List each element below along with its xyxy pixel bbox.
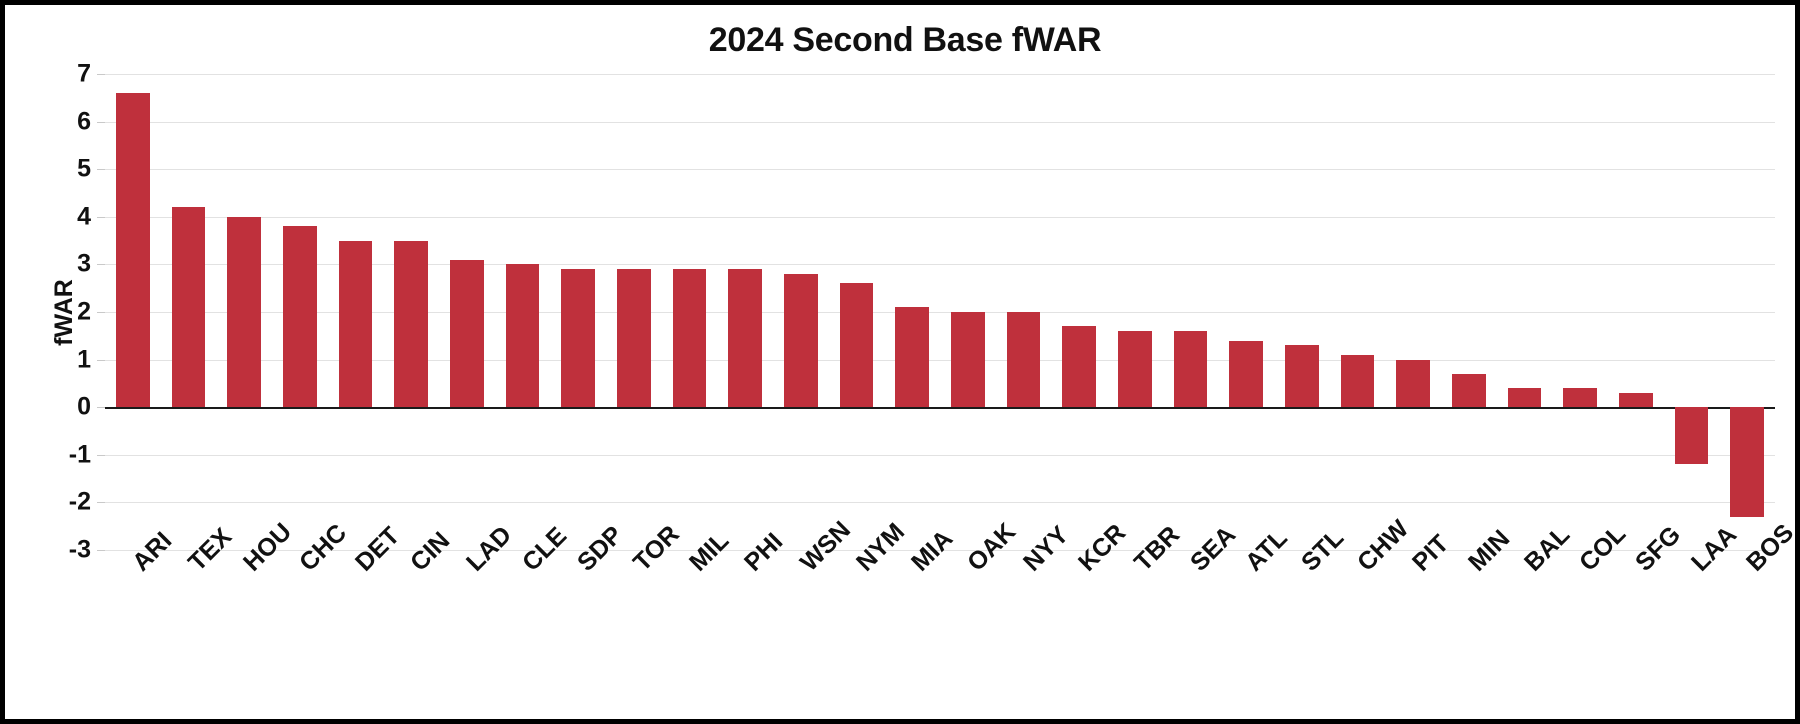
gridline xyxy=(105,359,1775,361)
y-tick-label: 1 xyxy=(77,345,91,374)
gridline xyxy=(105,502,1775,504)
zero-axis-line xyxy=(105,407,1775,410)
y-tick-label: 2 xyxy=(77,297,91,326)
bar[interactable] xyxy=(1006,312,1041,408)
y-tick-label: 4 xyxy=(77,202,91,231)
bar[interactable] xyxy=(1452,373,1486,408)
gridline xyxy=(105,312,1775,313)
y-tick-mark xyxy=(97,74,105,75)
bar[interactable] xyxy=(839,283,874,408)
y-tick-mark xyxy=(97,264,105,266)
y-tick-mark xyxy=(97,502,105,504)
bar[interactable] xyxy=(895,307,929,408)
y-tick-label: -3 xyxy=(68,535,91,564)
y-tick-label: 3 xyxy=(77,249,91,278)
y-tick-mark xyxy=(97,312,105,313)
gridline xyxy=(105,216,1775,218)
bar[interactable] xyxy=(1730,407,1764,517)
bar[interactable] xyxy=(1563,388,1597,408)
bar[interactable] xyxy=(1619,392,1653,408)
y-tick-label: 0 xyxy=(77,392,91,421)
gridline xyxy=(105,264,1775,266)
bar[interactable] xyxy=(450,259,484,408)
bar[interactable] xyxy=(505,264,540,408)
bar[interactable] xyxy=(561,269,595,408)
y-tick-mark xyxy=(97,407,105,409)
bar[interactable] xyxy=(1674,407,1709,465)
y-tick-label: -2 xyxy=(68,487,91,516)
bar[interactable] xyxy=(1285,345,1319,408)
bar[interactable] xyxy=(951,312,985,408)
gridline xyxy=(105,454,1775,456)
gridline xyxy=(105,550,1775,551)
plot-area: 7 6 5 4 3 2 1 0 -1 -2 -3 xyxy=(69,60,1775,564)
bar[interactable] xyxy=(728,269,762,408)
y-tick-label: 5 xyxy=(77,154,91,183)
y-tick-label: 7 xyxy=(77,59,91,88)
y-tick-mark xyxy=(97,216,105,218)
bar[interactable] xyxy=(1118,331,1152,408)
y-tick-mark xyxy=(97,169,105,171)
y-tick-mark xyxy=(97,550,105,551)
bar[interactable] xyxy=(1396,359,1430,408)
y-axis-title-text: fWAR xyxy=(49,278,78,346)
x-axis-tick-labels: ARI TEX HOU CHC DET CIN LAD CLE SDP TOR MIL PHI WSN N… xyxy=(105,515,1795,677)
y-tick-mark xyxy=(97,121,105,123)
bar[interactable] xyxy=(171,207,206,408)
gridline xyxy=(105,169,1775,171)
gridline xyxy=(105,121,1775,123)
y-tick-mark xyxy=(97,359,105,361)
bar[interactable] xyxy=(227,216,261,408)
bar[interactable] xyxy=(394,240,428,408)
bar[interactable] xyxy=(1062,326,1096,408)
gridline xyxy=(105,74,1775,75)
bar[interactable] xyxy=(672,269,707,408)
bar[interactable] xyxy=(283,226,317,408)
y-tick-mark xyxy=(97,454,105,456)
bar[interactable] xyxy=(1173,331,1208,408)
bar[interactable] xyxy=(116,93,150,408)
bar[interactable] xyxy=(617,269,651,408)
bar[interactable] xyxy=(784,273,818,408)
bar[interactable] xyxy=(1229,340,1263,408)
bar[interactable] xyxy=(1340,354,1375,408)
bar[interactable] xyxy=(338,240,373,408)
chart-title: 2024 Second Base fWAR xyxy=(708,21,1102,59)
bar[interactable] xyxy=(1507,388,1542,408)
bar-series xyxy=(105,74,1775,550)
y-tick-label: -1 xyxy=(68,440,91,469)
y-tick-label: 6 xyxy=(77,107,91,136)
